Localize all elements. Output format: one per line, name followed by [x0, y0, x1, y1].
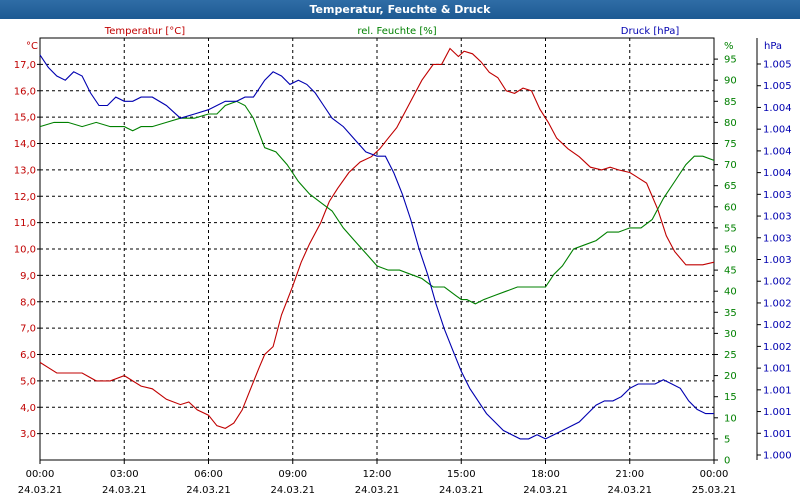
humidity-tick-label: 35 — [724, 308, 737, 319]
left-tick-label: 7,0 — [20, 324, 36, 335]
chart-area: 3,0 4,0 5,0 6,0 7,0 8,0 9,0 10,0 11,0 12,0 13,0 14,… — [0, 19, 800, 500]
humidity-tick-label: 0 — [724, 456, 730, 467]
humidity-tick-label: 55 — [724, 223, 737, 234]
humidity-tick-label: 85 — [724, 97, 737, 108]
series-lines — [39, 47, 715, 440]
chart-svg: 3,0 4,0 5,0 6,0 7,0 8,0 9,0 10,0 11,0 12,0 13,0 14,… — [14, 26, 792, 496]
x-tick-date-label: 24.03.21 — [439, 485, 484, 496]
left-tick-label: 6,0 — [20, 350, 36, 361]
humidity-tick-label: 30 — [724, 329, 737, 340]
humidity-unit-label: % — [724, 41, 734, 52]
x-tick-time-label: 15:00 — [447, 469, 476, 480]
humidity-tick-label: 95 — [724, 55, 737, 66]
temp-unit-label: °C — [26, 41, 38, 52]
left-tick-label: 9,0 — [20, 271, 36, 282]
left-tick-label: 11,0 — [14, 218, 36, 229]
left-tick-label: 4,0 — [20, 403, 36, 414]
humidity-tick-label: 40 — [724, 287, 737, 298]
x-tick-time-label: 00:00 — [26, 469, 55, 480]
pressure-tick-label: 1.001 — [763, 364, 792, 375]
humidity-tick-label: 50 — [724, 245, 737, 256]
axis-labels: 3,0 4,0 5,0 6,0 7,0 8,0 9,0 10,0 11,0 12,0 13,0 14,… — [14, 26, 792, 496]
x-tick-date-label: 25.03.21 — [692, 485, 737, 496]
left-tick-label: 15,0 — [14, 113, 36, 124]
pressure-tick-label: 1.001 — [763, 385, 792, 396]
series-label: Druck [hPa] — [621, 26, 680, 37]
humidity-tick-label: 70 — [724, 160, 737, 171]
humidity-tick-label: 65 — [724, 181, 737, 192]
left-tick-label: 13,0 — [14, 165, 36, 176]
x-tick-date-label: 24.03.21 — [102, 485, 147, 496]
pressure-tick-label: 1.002 — [763, 320, 792, 331]
series-label: rel. Feuchte [%] — [357, 26, 436, 37]
x-tick-time-label: 09:00 — [278, 469, 307, 480]
x-tick-date-label: 24.03.21 — [523, 485, 568, 496]
pressure-tick-label: 1.004 — [763, 146, 792, 157]
humidity-tick-label: 10 — [724, 413, 737, 424]
humidity-tick-label: 20 — [724, 371, 737, 382]
left-tick-label: 10,0 — [14, 245, 36, 256]
x-tick-date-label: 24.03.21 — [186, 485, 231, 496]
pressure-tick-label: 1.004 — [763, 168, 792, 179]
humidity-tick-label: 25 — [724, 350, 737, 361]
series-label: Temperatur [°C] — [104, 26, 185, 37]
x-tick-date-label: 24.03.21 — [270, 485, 315, 496]
left-tick-label: 8,0 — [20, 297, 36, 308]
pressure-tick-label: 1.004 — [763, 103, 792, 114]
series-line — [39, 47, 715, 430]
humidity-tick-label: 15 — [724, 392, 737, 403]
pressure-unit-label: hPa — [764, 41, 782, 52]
pressure-tick-label: 1.003 — [763, 255, 792, 266]
x-tick-time-label: 03:00 — [110, 469, 139, 480]
x-tick-time-label: 12:00 — [363, 469, 392, 480]
left-tick-label: 17,0 — [14, 60, 36, 71]
x-tick-time-label: 18:00 — [531, 469, 560, 480]
grid — [40, 38, 714, 460]
x-tick-date-label: 24.03.21 — [18, 485, 63, 496]
left-tick-label: 14,0 — [14, 139, 36, 150]
pressure-tick-label: 1.004 — [763, 125, 792, 136]
pressure-tick-label: 1.001 — [763, 407, 792, 418]
axes — [37, 37, 761, 464]
pressure-tick-label: 1.005 — [763, 60, 792, 71]
pressure-tick-label: 1.003 — [763, 212, 792, 223]
pressure-tick-label: 1.003 — [763, 233, 792, 244]
humidity-tick-label: 80 — [724, 118, 737, 129]
left-tick-label: 16,0 — [14, 86, 36, 97]
humidity-tick-label: 60 — [724, 202, 737, 213]
series-line — [39, 100, 715, 305]
left-tick-label: 5,0 — [20, 376, 36, 387]
x-tick-time-label: 06:00 — [194, 469, 223, 480]
window-title-bar: Temperatur, Feuchte & Druck — [0, 0, 800, 19]
left-tick-label: 3,0 — [20, 429, 36, 440]
pressure-tick-label: 1.000 — [763, 451, 792, 462]
x-tick-date-label: 24.03.21 — [607, 485, 652, 496]
x-tick-date-label: 24.03.21 — [355, 485, 400, 496]
humidity-tick-label: 75 — [724, 139, 737, 150]
humidity-tick-label: 45 — [724, 266, 737, 277]
pressure-tick-label: 1.002 — [763, 277, 792, 288]
humidity-tick-label: 90 — [724, 76, 737, 87]
pressure-tick-label: 1.002 — [763, 298, 792, 309]
left-tick-label: 12,0 — [14, 192, 36, 203]
chart-title: Temperatur, Feuchte & Druck — [309, 3, 491, 16]
pressure-tick-label: 1.002 — [763, 342, 792, 353]
x-tick-time-label: 21:00 — [615, 469, 644, 480]
x-tick-time-label: 00:00 — [700, 469, 729, 480]
pressure-tick-label: 1.001 — [763, 429, 792, 440]
pressure-tick-label: 1.005 — [763, 81, 792, 92]
series-line — [39, 54, 714, 440]
pressure-tick-label: 1.003 — [763, 190, 792, 201]
humidity-tick-label: 5 — [724, 434, 730, 445]
